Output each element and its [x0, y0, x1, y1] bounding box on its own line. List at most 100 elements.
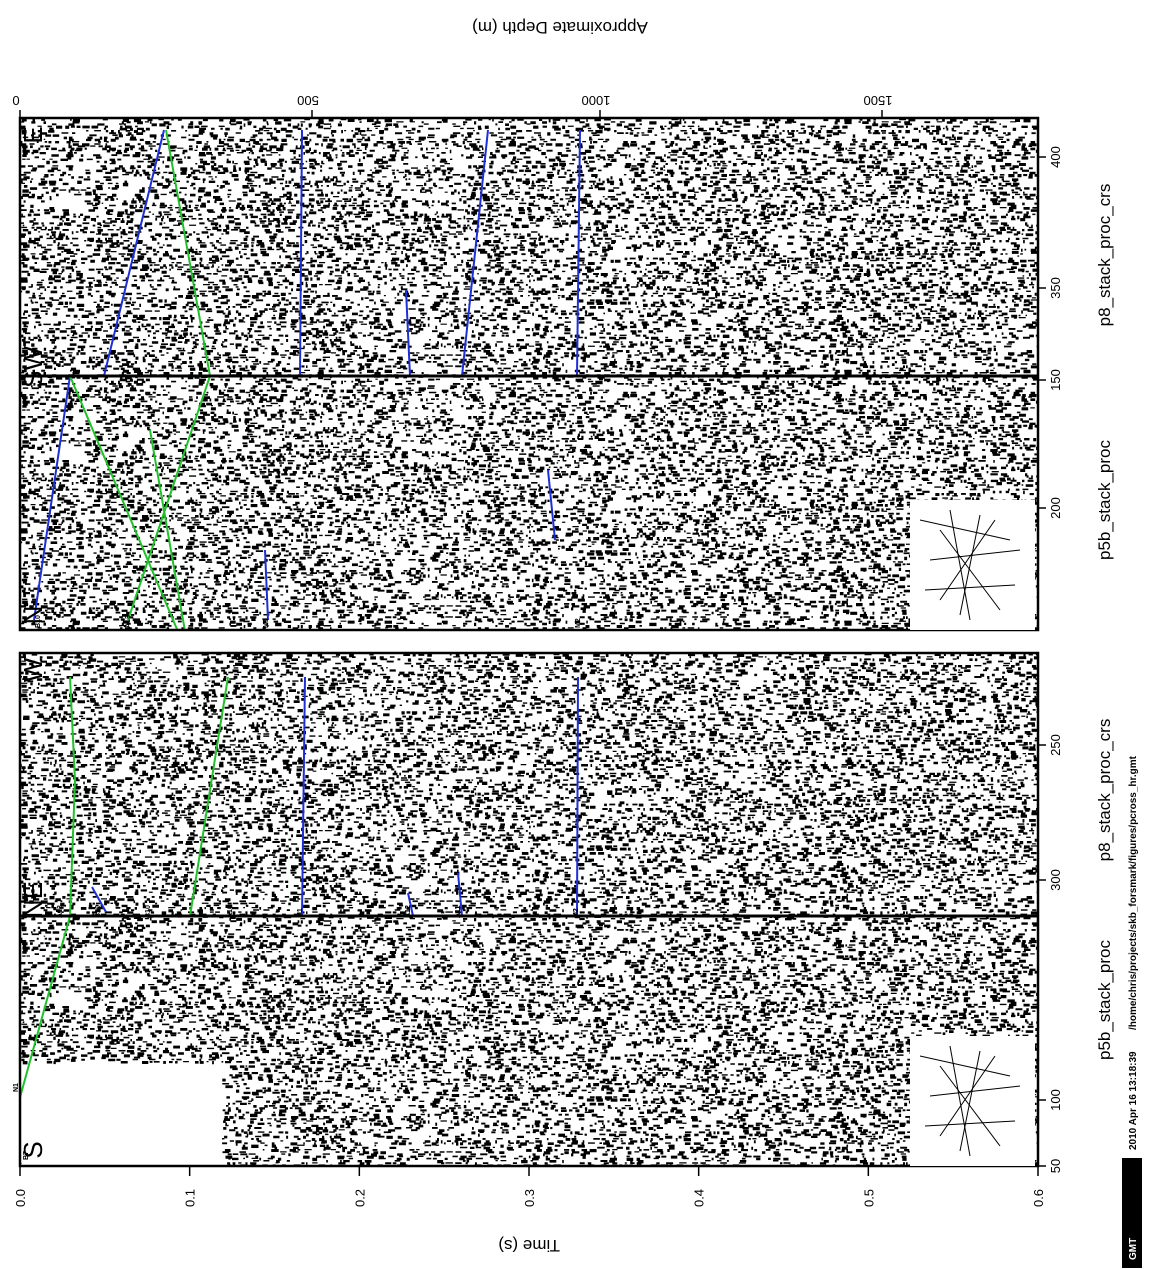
time-tick-label: 0.4 [692, 1189, 707, 1207]
footer: GMT 2010 Apr 16 13:18:39 /home/chris/pro… [1122, 755, 1142, 1268]
horizon-label: M2 [573, 908, 580, 918]
trace-axes: 50 100 300 250 200 150 350 400 [1038, 146, 1063, 1173]
horizon-label: A11 [455, 905, 462, 918]
panel-1-wiggles [20, 654, 1038, 1166]
trace-tick-label: 400 [1048, 146, 1063, 168]
horizon-label: A13 [57, 905, 64, 918]
horizon-line [461, 129, 489, 377]
profile-name: p5b_stack_proc [1095, 939, 1114, 1060]
depth-axis-label: Approximate Depth (m) [472, 18, 648, 37]
trace-tick-label: 350 [1048, 277, 1063, 299]
horizon-line [576, 129, 581, 377]
profile-name: p8_stack_proc_crs [1095, 184, 1114, 327]
inset-survey-line [929, 1085, 1021, 1097]
depth-tick-label: 1500 [864, 93, 893, 108]
inset-survey-line [959, 514, 981, 616]
direction-letter: S [18, 1141, 48, 1158]
profile-names: p5b_stack_proc p8_stack_proc_crs p5b_stack… [1095, 184, 1114, 1060]
profile-name: p5b_stack_proc [1095, 439, 1114, 560]
gmt-logo: GMT [1128, 1238, 1139, 1260]
footer-timestamp: 2010 Apr 16 13:18:39 [1128, 1051, 1139, 1150]
inset-survey-line [924, 584, 1016, 591]
inset-survey-line [949, 509, 971, 621]
horizon-line [20, 1161, 23, 1165]
horizon-label: M1 [263, 618, 270, 628]
horizon-label: M1 [297, 908, 304, 918]
inset-map-frame [910, 1036, 1035, 1166]
horizon-label: A13 [125, 615, 132, 628]
horizon-line [547, 469, 556, 541]
trace-tick-label: 200 [1048, 497, 1063, 519]
profile-name: p8_stack_proc_crs [1095, 719, 1114, 862]
direction-labels: S NE W N SW E [18, 126, 48, 1158]
trace-tick-label: 250 [1048, 734, 1063, 756]
horizon-label: B7 [23, 1151, 30, 1160]
inset-survey-line [939, 1065, 1001, 1147]
panel-1-location-inset [910, 1036, 1035, 1166]
direction-letter: NE [18, 882, 48, 918]
depth-tick-label: 1000 [582, 93, 611, 108]
horizon-line [301, 676, 306, 917]
horizon-label: N1 [13, 1083, 20, 1092]
inset-survey-line [959, 1050, 981, 1152]
horizon-line [91, 886, 107, 913]
time-tick-label: 0.1 [183, 1189, 198, 1207]
horizon-label: A12 [405, 905, 412, 918]
horizon-label: B10 [35, 615, 42, 628]
horizon-line [407, 892, 414, 917]
horizon-line [299, 129, 303, 377]
horizon-label: M2 [575, 618, 582, 628]
time-tick-label: 0.3 [522, 1189, 537, 1207]
horizon-line [264, 549, 269, 621]
direction-letter: SW [18, 346, 48, 388]
inset-survey-line [939, 519, 996, 601]
direction-letter: W [18, 657, 48, 682]
horizon-label: B10 [145, 905, 152, 918]
trace-tick-label: 50 [1048, 1159, 1063, 1173]
time-tick-label: 0.2 [352, 1189, 367, 1207]
panel-1 [18, 651, 1040, 1168]
horizon-label: A11 [455, 905, 462, 918]
horizon-label: A13 [227, 905, 234, 918]
time-axis-label: Time (s) [498, 1236, 560, 1255]
horizon-line [405, 289, 411, 377]
inset-survey-line [939, 529, 1001, 611]
inset-survey-line [919, 1055, 1011, 1077]
depth-tick-label: 0 [12, 93, 19, 108]
horizon-label: M1 [297, 908, 304, 918]
inset-survey-line [919, 519, 1011, 541]
inset-survey-line [949, 1045, 971, 1157]
depth-tick-label: 500 [297, 93, 319, 108]
horizon-line [576, 676, 579, 917]
time-tick-label: 0.0 [13, 1189, 28, 1207]
trace-tick-label: 100 [1048, 1089, 1063, 1111]
depth-axis: 0 500 1000 1500 [12, 93, 892, 118]
panel-2 [18, 116, 1040, 632]
footer-path: /home/chris/projects/skb_forsmark/figure… [1128, 755, 1139, 1030]
inset-survey-line [939, 1055, 996, 1137]
gmt-logo-box [1122, 1158, 1142, 1268]
horizon-line [189, 676, 229, 917]
direction-letter: N [18, 606, 48, 625]
inset-survey-line [929, 549, 1021, 561]
time-axis: 0.0 0.1 0.2 0.3 0.4 0.5 0.6 [13, 1166, 1046, 1207]
panel-1-horizons [20, 676, 579, 1165]
inset-map-frame [910, 500, 1035, 630]
horizon-line [20, 676, 77, 1102]
trace-tick-label: 150 [1048, 369, 1063, 391]
time-tick-label: 0.6 [1031, 1189, 1046, 1207]
direction-letter: E [18, 126, 48, 143]
time-tick-label: 0.5 [861, 1189, 876, 1207]
horizon-line [457, 872, 463, 917]
inset-survey-line [924, 1120, 1016, 1127]
horizon-label: A12 [405, 905, 412, 918]
horizon-line [69, 375, 186, 630]
panel-2-location-inset [910, 500, 1035, 630]
horizon-label: B10 [95, 905, 102, 918]
seismic-traces [20, 654, 1038, 1166]
horizon-label: M2 [573, 908, 580, 918]
panel-2-frame [18, 116, 1040, 632]
